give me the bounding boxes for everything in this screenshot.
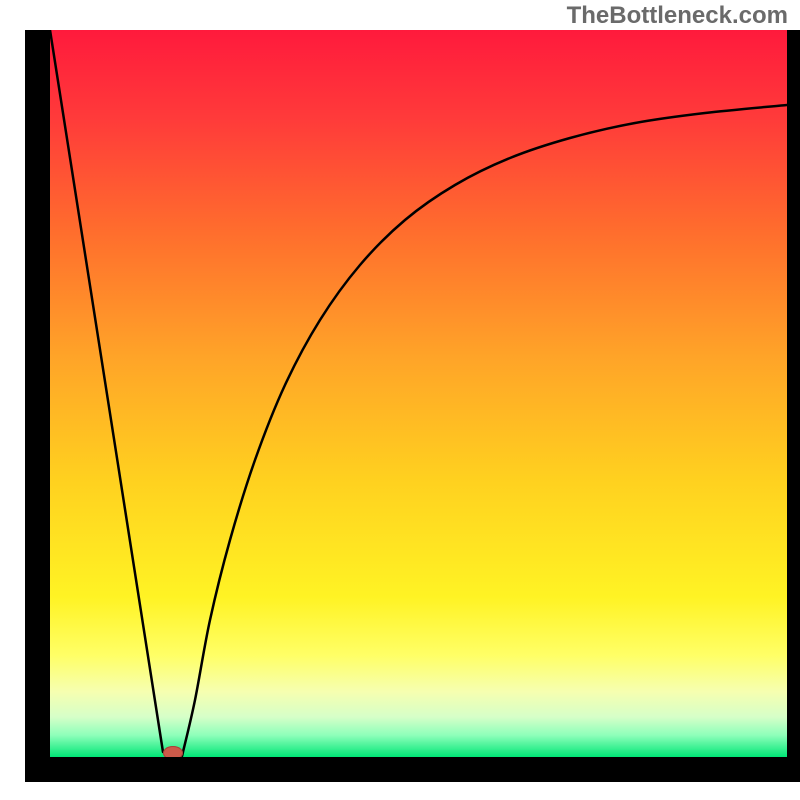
watermark-text: TheBottleneck.com [567,2,788,30]
chart-container: TheBottleneck.com [0,0,800,800]
plot-area [50,30,787,757]
bottleneck-curve [50,30,787,757]
frame-left [25,30,50,782]
frame-right [787,30,800,782]
optimal-point-marker [163,746,183,757]
frame-bottom [25,757,800,782]
